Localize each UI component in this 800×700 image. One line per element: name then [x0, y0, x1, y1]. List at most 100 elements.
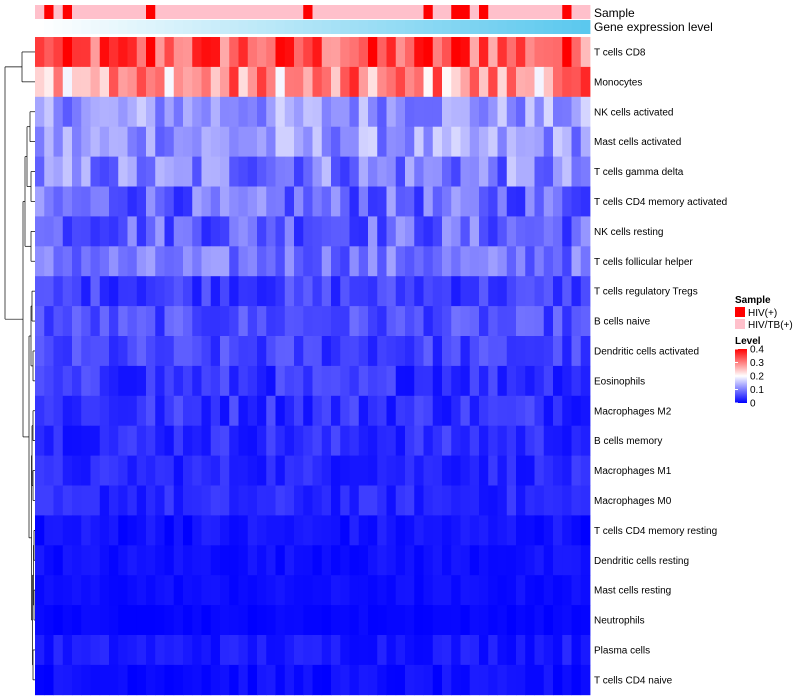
heatmap-cell	[395, 96, 406, 128]
heatmap-cell	[331, 276, 341, 307]
heatmap-cell	[155, 246, 165, 277]
heatmap-cell	[497, 156, 508, 187]
heatmap-cell	[479, 605, 489, 636]
heatmap-cell	[405, 395, 415, 427]
row-label: B cells memory	[594, 436, 662, 447]
heatmap-cell	[506, 575, 517, 606]
heatmap-cell	[358, 306, 369, 337]
gene-annot-cell	[580, 20, 591, 34]
heatmap-cell	[81, 575, 91, 606]
heatmap-cell	[155, 395, 165, 427]
heatmap-cell	[405, 96, 415, 128]
sample-annot-cell	[451, 5, 461, 19]
heatmap-cell	[62, 605, 73, 636]
heatmap-cell	[543, 455, 554, 486]
heatmap-cell	[164, 306, 175, 337]
heatmap-cell	[155, 425, 165, 456]
heatmap-cell	[136, 276, 147, 307]
heatmap-cell	[238, 485, 249, 516]
heatmap-cell	[266, 186, 276, 217]
heatmap-cell	[321, 635, 332, 666]
heatmap-cell	[553, 186, 563, 217]
heatmap-cell	[312, 216, 323, 247]
heatmap-cell	[192, 425, 202, 456]
heatmap-cell	[414, 66, 424, 98]
heatmap-cell	[312, 246, 323, 277]
heatmap-cell	[146, 336, 156, 367]
heatmap-cell	[62, 455, 73, 486]
gene-annot-cell	[90, 20, 101, 34]
heatmap-cell	[201, 395, 212, 427]
heatmap-cell	[543, 66, 554, 98]
legend-label-hiv: HIV(+)	[748, 308, 777, 319]
heatmap-cell	[525, 156, 535, 187]
heatmap-cell	[395, 485, 406, 516]
heatmap-cell	[451, 545, 461, 576]
heatmap-cell	[247, 395, 258, 427]
heatmap-cell	[525, 605, 535, 636]
heatmap-cell	[294, 485, 304, 516]
heatmap-cell	[488, 395, 498, 427]
heatmap-cell	[266, 455, 276, 486]
heatmap-cell	[247, 216, 258, 247]
heatmap-cell	[109, 66, 119, 98]
heatmap-cell	[127, 365, 138, 397]
heatmap-cell	[497, 395, 508, 427]
heatmap-cell	[266, 126, 276, 157]
heatmap-cell	[432, 126, 443, 157]
heatmap-cell	[118, 246, 128, 277]
heatmap-cell	[488, 664, 498, 696]
heatmap-cell	[442, 635, 452, 666]
sample-annot-cell	[479, 5, 489, 19]
heatmap-cell	[451, 515, 461, 546]
heatmap-cell	[99, 664, 110, 696]
heatmap-cell	[44, 306, 54, 337]
sample-annot-cell	[432, 5, 443, 19]
row-label: Monocytes	[594, 77, 642, 88]
heatmap-cell	[469, 485, 480, 516]
heatmap-cell	[238, 515, 249, 546]
sample-annot-cell	[377, 5, 387, 19]
row-label: Plasma cells	[594, 645, 650, 656]
heatmap-cell	[210, 156, 221, 187]
heatmap-cell	[136, 66, 147, 98]
heatmap-cell	[358, 246, 369, 277]
heatmap-cell	[136, 425, 147, 456]
heatmap-cell	[506, 96, 517, 128]
heatmap-cell	[127, 66, 138, 98]
heatmap-cell	[229, 186, 239, 217]
heatmap-cell	[488, 66, 498, 98]
heatmap-cell	[312, 276, 323, 307]
heatmap-cell	[469, 276, 480, 307]
heatmap-cell	[35, 336, 45, 367]
heatmap-cell	[497, 246, 508, 277]
heatmap-cell	[479, 96, 489, 128]
heatmap-cell	[136, 186, 147, 217]
heatmap-cell	[571, 455, 582, 486]
heatmap-cell	[192, 336, 202, 367]
heatmap-cell	[340, 66, 350, 98]
heatmap-cell	[534, 515, 545, 546]
heatmap-cell	[146, 276, 156, 307]
heatmap-cell	[312, 635, 323, 666]
heatmap-cell	[571, 425, 582, 456]
heatmap-cell	[81, 336, 91, 367]
heatmap-cell	[72, 455, 82, 486]
heatmap-cell	[44, 216, 54, 247]
heatmap-cell	[266, 395, 276, 427]
heatmap-cell	[414, 37, 424, 68]
heatmap-cell	[201, 246, 212, 277]
heatmap-cell	[377, 306, 387, 337]
heatmap-cell	[99, 276, 110, 307]
heatmap-cell	[266, 545, 276, 576]
heatmap-cell	[238, 96, 249, 128]
heatmap-cell	[35, 515, 45, 546]
heatmap-cell	[257, 126, 267, 157]
heatmap-cell	[155, 455, 165, 486]
heatmap-cell	[562, 186, 572, 217]
heatmap-cell	[294, 216, 304, 247]
heatmap-cell	[99, 126, 110, 157]
heatmap-cell	[414, 216, 424, 247]
heatmap-cell	[516, 276, 526, 307]
heatmap-cell	[525, 664, 535, 696]
